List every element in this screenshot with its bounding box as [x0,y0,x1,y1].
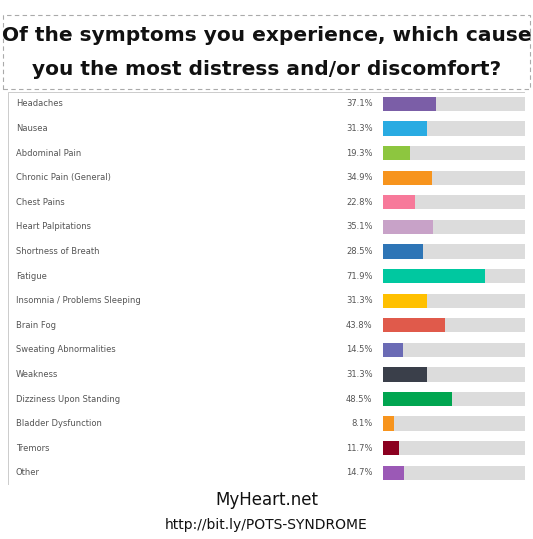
Text: 11.7%: 11.7% [346,444,373,453]
Bar [383,318,445,333]
Bar [383,244,525,259]
Bar [383,294,427,308]
Bar [383,97,525,111]
Text: Brain Fog: Brain Fog [16,321,56,330]
Bar [383,392,452,406]
Text: Of the symptoms you experience, which cause: Of the symptoms you experience, which ca… [2,26,531,45]
Text: 71.9%: 71.9% [346,272,373,281]
Bar [383,220,433,234]
Bar [383,195,525,210]
Text: Headaches: Headaches [16,99,62,108]
Text: Bladder Dysfunction: Bladder Dysfunction [16,419,102,428]
Text: 8.1%: 8.1% [351,419,373,428]
Bar [383,392,525,406]
Bar [383,121,525,136]
Text: Sweating Abnormalities: Sweating Abnormalities [16,345,116,354]
Text: MyHeart.net: MyHeart.net [215,491,318,509]
Text: 34.9%: 34.9% [346,173,373,182]
Text: 31.3%: 31.3% [346,370,373,379]
Text: 31.3%: 31.3% [346,296,373,305]
Bar [383,318,525,333]
Bar [383,146,410,160]
Bar [383,170,432,185]
Text: Insomnia / Problems Sleeping: Insomnia / Problems Sleeping [16,296,141,305]
Bar [383,146,525,160]
Bar [383,269,525,283]
Text: 31.3%: 31.3% [346,124,373,133]
Text: Other: Other [16,468,40,478]
Bar [383,195,415,210]
Text: 19.3%: 19.3% [346,149,373,157]
Text: Heart Palpitations: Heart Palpitations [16,223,91,231]
Bar [383,244,423,259]
Bar [383,466,525,480]
Text: 43.8%: 43.8% [346,321,373,330]
Bar [383,343,403,357]
Text: 22.8%: 22.8% [346,198,373,207]
Text: Fatigue: Fatigue [16,272,46,281]
Bar [383,417,525,431]
Text: Dizziness Upon Standing: Dizziness Upon Standing [16,395,120,404]
Bar [383,220,525,234]
Bar [383,121,427,136]
Bar [383,417,394,431]
Text: Chest Pains: Chest Pains [16,198,64,207]
Bar [8,92,525,485]
Text: 35.1%: 35.1% [346,223,373,231]
Text: 37.1%: 37.1% [346,99,373,108]
Bar [383,441,399,455]
Bar [383,466,403,480]
Text: 14.5%: 14.5% [346,345,373,354]
Text: 14.7%: 14.7% [346,468,373,478]
Bar [383,343,525,357]
Text: http://bit.ly/POTS-SYNDROME: http://bit.ly/POTS-SYNDROME [165,518,368,532]
Text: Tremors: Tremors [16,444,49,453]
Text: 48.5%: 48.5% [346,395,373,404]
Bar [383,294,525,308]
Text: you the most distress and/or discomfort?: you the most distress and/or discomfort? [32,60,501,79]
Bar [383,367,427,382]
Bar [383,97,435,111]
Bar [383,269,485,283]
Text: Abdominal Pain: Abdominal Pain [16,149,81,157]
Bar [383,441,525,455]
Bar [383,367,525,382]
Text: Chronic Pain (General): Chronic Pain (General) [16,173,111,182]
Text: Nausea: Nausea [16,124,47,133]
Text: Weakness: Weakness [16,370,58,379]
Bar [383,170,525,185]
Text: Shortness of Breath: Shortness of Breath [16,247,99,256]
Text: 28.5%: 28.5% [346,247,373,256]
